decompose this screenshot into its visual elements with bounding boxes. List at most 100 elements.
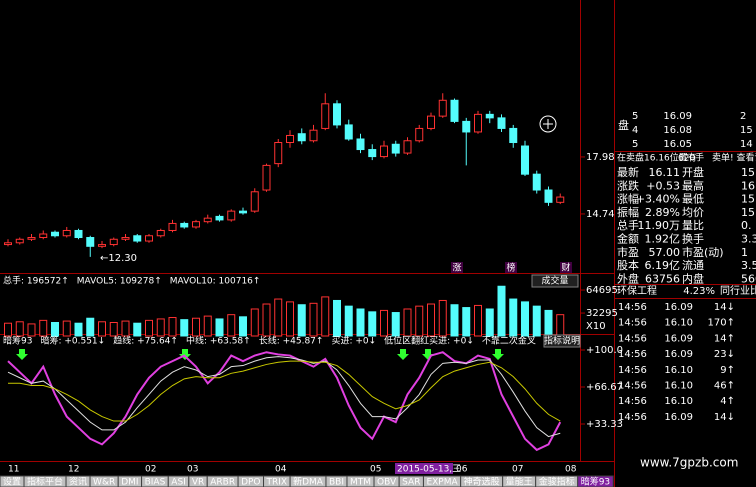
- candle-body: [74, 229, 83, 239]
- candle-body: [427, 115, 435, 129]
- panel-button[interactable]: [543, 334, 581, 348]
- volume-bar: [86, 317, 95, 337]
- candle-body: [27, 237, 36, 240]
- stat-label: 外盘: [617, 271, 639, 285]
- tab-label[interactable]: 神奇选股: [464, 476, 500, 487]
- stat-label: 市盈: [617, 245, 639, 259]
- volume-bar: [556, 314, 565, 337]
- panel-header-item: 总手: 196572↑: [3, 275, 69, 287]
- volume-bar: [380, 309, 388, 337]
- panel-header-item: 长线: +45.87↑: [259, 335, 324, 347]
- candle-body: [415, 127, 424, 142]
- candle-body: [321, 103, 330, 129]
- order-book-label: 盘: [618, 118, 629, 132]
- stat-value: 6.19亿: [645, 259, 681, 272]
- date-label: 06: [456, 465, 468, 475]
- notice-link[interactable]: 卖单! 查看详: [712, 152, 756, 164]
- news-badge: [505, 262, 517, 273]
- order-level: 5: [632, 139, 638, 150]
- tab-label[interactable]: TRIX: [266, 478, 288, 487]
- volume-bar: [321, 296, 330, 337]
- tick-price: 16.10: [664, 381, 693, 392]
- tab-label[interactable]: VR: [192, 478, 204, 487]
- stat-label: 流通: [682, 258, 704, 272]
- tick-time: 14:56: [618, 349, 647, 360]
- panel-header-item: 低位区翻红买进: +0↓: [384, 335, 474, 347]
- tick-volume: 23↓: [714, 349, 735, 360]
- candle-body: [450, 99, 459, 122]
- volume-bar: [532, 305, 541, 337]
- tab-label[interactable]: 金骏指标: [539, 476, 575, 487]
- candle-body: [121, 237, 130, 240]
- candle-body: [509, 127, 518, 144]
- sector-name: 环保工程: [617, 284, 657, 297]
- candle-body: [15, 238, 24, 244]
- tab-label[interactable]: DMI: [121, 478, 138, 487]
- volume-bar: [262, 303, 271, 337]
- volume-bar: [403, 308, 412, 337]
- panel-header-item: MAVOL5: 109278↑: [77, 277, 162, 287]
- tab-label[interactable]: ARBR: [210, 478, 235, 487]
- candle-body: [438, 99, 447, 117]
- tick-time: 14:56: [618, 381, 647, 392]
- tab-label[interactable]: 暗筹93: [581, 476, 610, 487]
- tick-time: 14:56: [618, 365, 647, 376]
- candle-body: [262, 164, 271, 191]
- panel-header-item: 暗筹: +0.551↓: [40, 335, 105, 347]
- candle-body: [98, 244, 106, 247]
- tab-label[interactable]: MTM: [350, 478, 371, 487]
- volume-bar: [544, 309, 553, 337]
- panel-button[interactable]: [531, 274, 579, 288]
- tab-label[interactable]: 资讯: [69, 477, 87, 487]
- volume-bar: [215, 318, 224, 337]
- stat-label: 涨跌: [617, 178, 639, 192]
- volume-bar: [239, 316, 247, 337]
- news-badge-text: 财: [561, 262, 570, 274]
- stat-label: 振幅: [617, 205, 639, 219]
- watermark: www.7gpzb.com: [640, 456, 738, 470]
- volume-bar: [121, 320, 130, 337]
- tab[interactable]: [577, 475, 614, 487]
- stat-value: 1: [741, 246, 748, 259]
- candle-body: [239, 210, 247, 214]
- tab-label[interactable]: W&R: [93, 478, 115, 487]
- tab-label[interactable]: SAR: [402, 478, 420, 487]
- stat-value: +0.53: [646, 179, 680, 192]
- candle-body: [333, 103, 341, 126]
- low-label: ←12.30: [100, 253, 137, 264]
- tab-label[interactable]: EXPMA: [426, 478, 458, 487]
- candle-body: [462, 120, 471, 133]
- volume-bar: [509, 298, 518, 337]
- tab-label[interactable]: 新DMA: [293, 476, 324, 487]
- tab-label[interactable]: OBV: [377, 478, 397, 487]
- tick-volume: 14↓: [714, 302, 735, 313]
- tick-time: 14:56: [618, 318, 647, 329]
- indicator-line: [8, 360, 561, 422]
- tab-label[interactable]: ASI: [171, 478, 186, 487]
- candle-body: [4, 242, 12, 246]
- volume-bar: [427, 303, 435, 337]
- candle-body: [380, 145, 388, 158]
- panel-button-label[interactable]: 指标说明: [544, 335, 580, 347]
- tab-label[interactable]: 指标平台: [27, 476, 63, 487]
- tab-label[interactable]: 量能王: [506, 476, 533, 487]
- volume-bar: [344, 305, 353, 337]
- candle-body: [39, 233, 48, 239]
- candle-body: [274, 142, 283, 165]
- stat-label: 换手: [682, 232, 704, 246]
- candle-body: [286, 134, 294, 144]
- tick-time: 14:56: [618, 302, 647, 313]
- candle-body: [203, 217, 212, 223]
- stat-label: 股本: [617, 258, 639, 272]
- tab-label[interactable]: BIAS: [145, 478, 166, 487]
- tab-label[interactable]: 设置: [3, 477, 21, 487]
- panel-button-label[interactable]: 成交量: [541, 275, 568, 287]
- stat-value: 3.54: [741, 259, 756, 272]
- volume-bar: [109, 321, 118, 337]
- volume-bar: [39, 319, 48, 337]
- tab-label[interactable]: DPO: [241, 478, 260, 487]
- sector-compare[interactable]: 同行业比较: [720, 284, 756, 297]
- tab-label[interactable]: BBI: [329, 478, 344, 487]
